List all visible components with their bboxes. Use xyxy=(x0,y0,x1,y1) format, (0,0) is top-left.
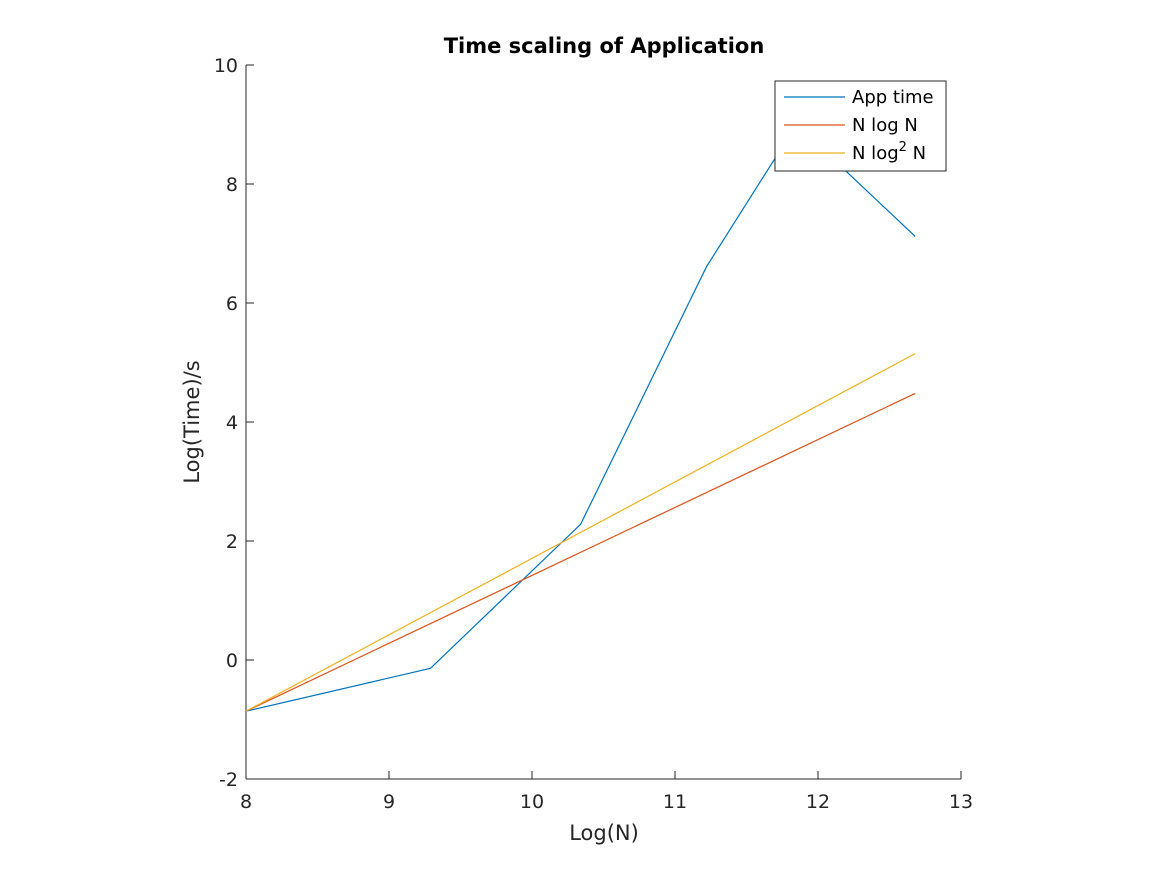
x-tick-label: 9 xyxy=(383,791,395,813)
legend-label-1: N log N xyxy=(852,115,918,136)
x-tick-label: 10 xyxy=(520,791,544,813)
y-tick-label: 8 xyxy=(226,174,238,196)
chart-title: Time scaling of Application xyxy=(444,34,765,58)
y-tick-label: 2 xyxy=(226,531,238,553)
x-tick-label: 8 xyxy=(240,791,252,813)
x-tick-label: 11 xyxy=(663,791,687,813)
legend-box xyxy=(774,80,947,172)
x-tick-label: 13 xyxy=(949,791,973,813)
y-tick-label: 0 xyxy=(226,650,238,672)
plot-area xyxy=(245,123,916,712)
legend-label-base: N log xyxy=(852,143,899,164)
legend-label-tail: N xyxy=(907,143,926,164)
y-axis-label: Log(Time)/s xyxy=(180,360,204,483)
legend-label-2: N log2 N xyxy=(852,140,926,164)
x-tick-label: 12 xyxy=(806,791,830,813)
series-line-1 xyxy=(245,392,916,712)
legend-label-0: App time xyxy=(852,87,934,108)
axes: 8 9 10 11 12 13 -2 0 2 4 6 8 10 xyxy=(214,55,973,813)
legend-label-superscript: 2 xyxy=(899,140,907,155)
y-tick-label: 10 xyxy=(214,55,238,77)
series-line-0 xyxy=(245,123,916,712)
series-line-2 xyxy=(245,353,916,712)
x-axis-label: Log(N) xyxy=(569,821,639,845)
y-tick-label: 4 xyxy=(226,412,238,434)
y-tick-label: -2 xyxy=(219,769,238,791)
y-tick-label: 6 xyxy=(226,293,238,315)
